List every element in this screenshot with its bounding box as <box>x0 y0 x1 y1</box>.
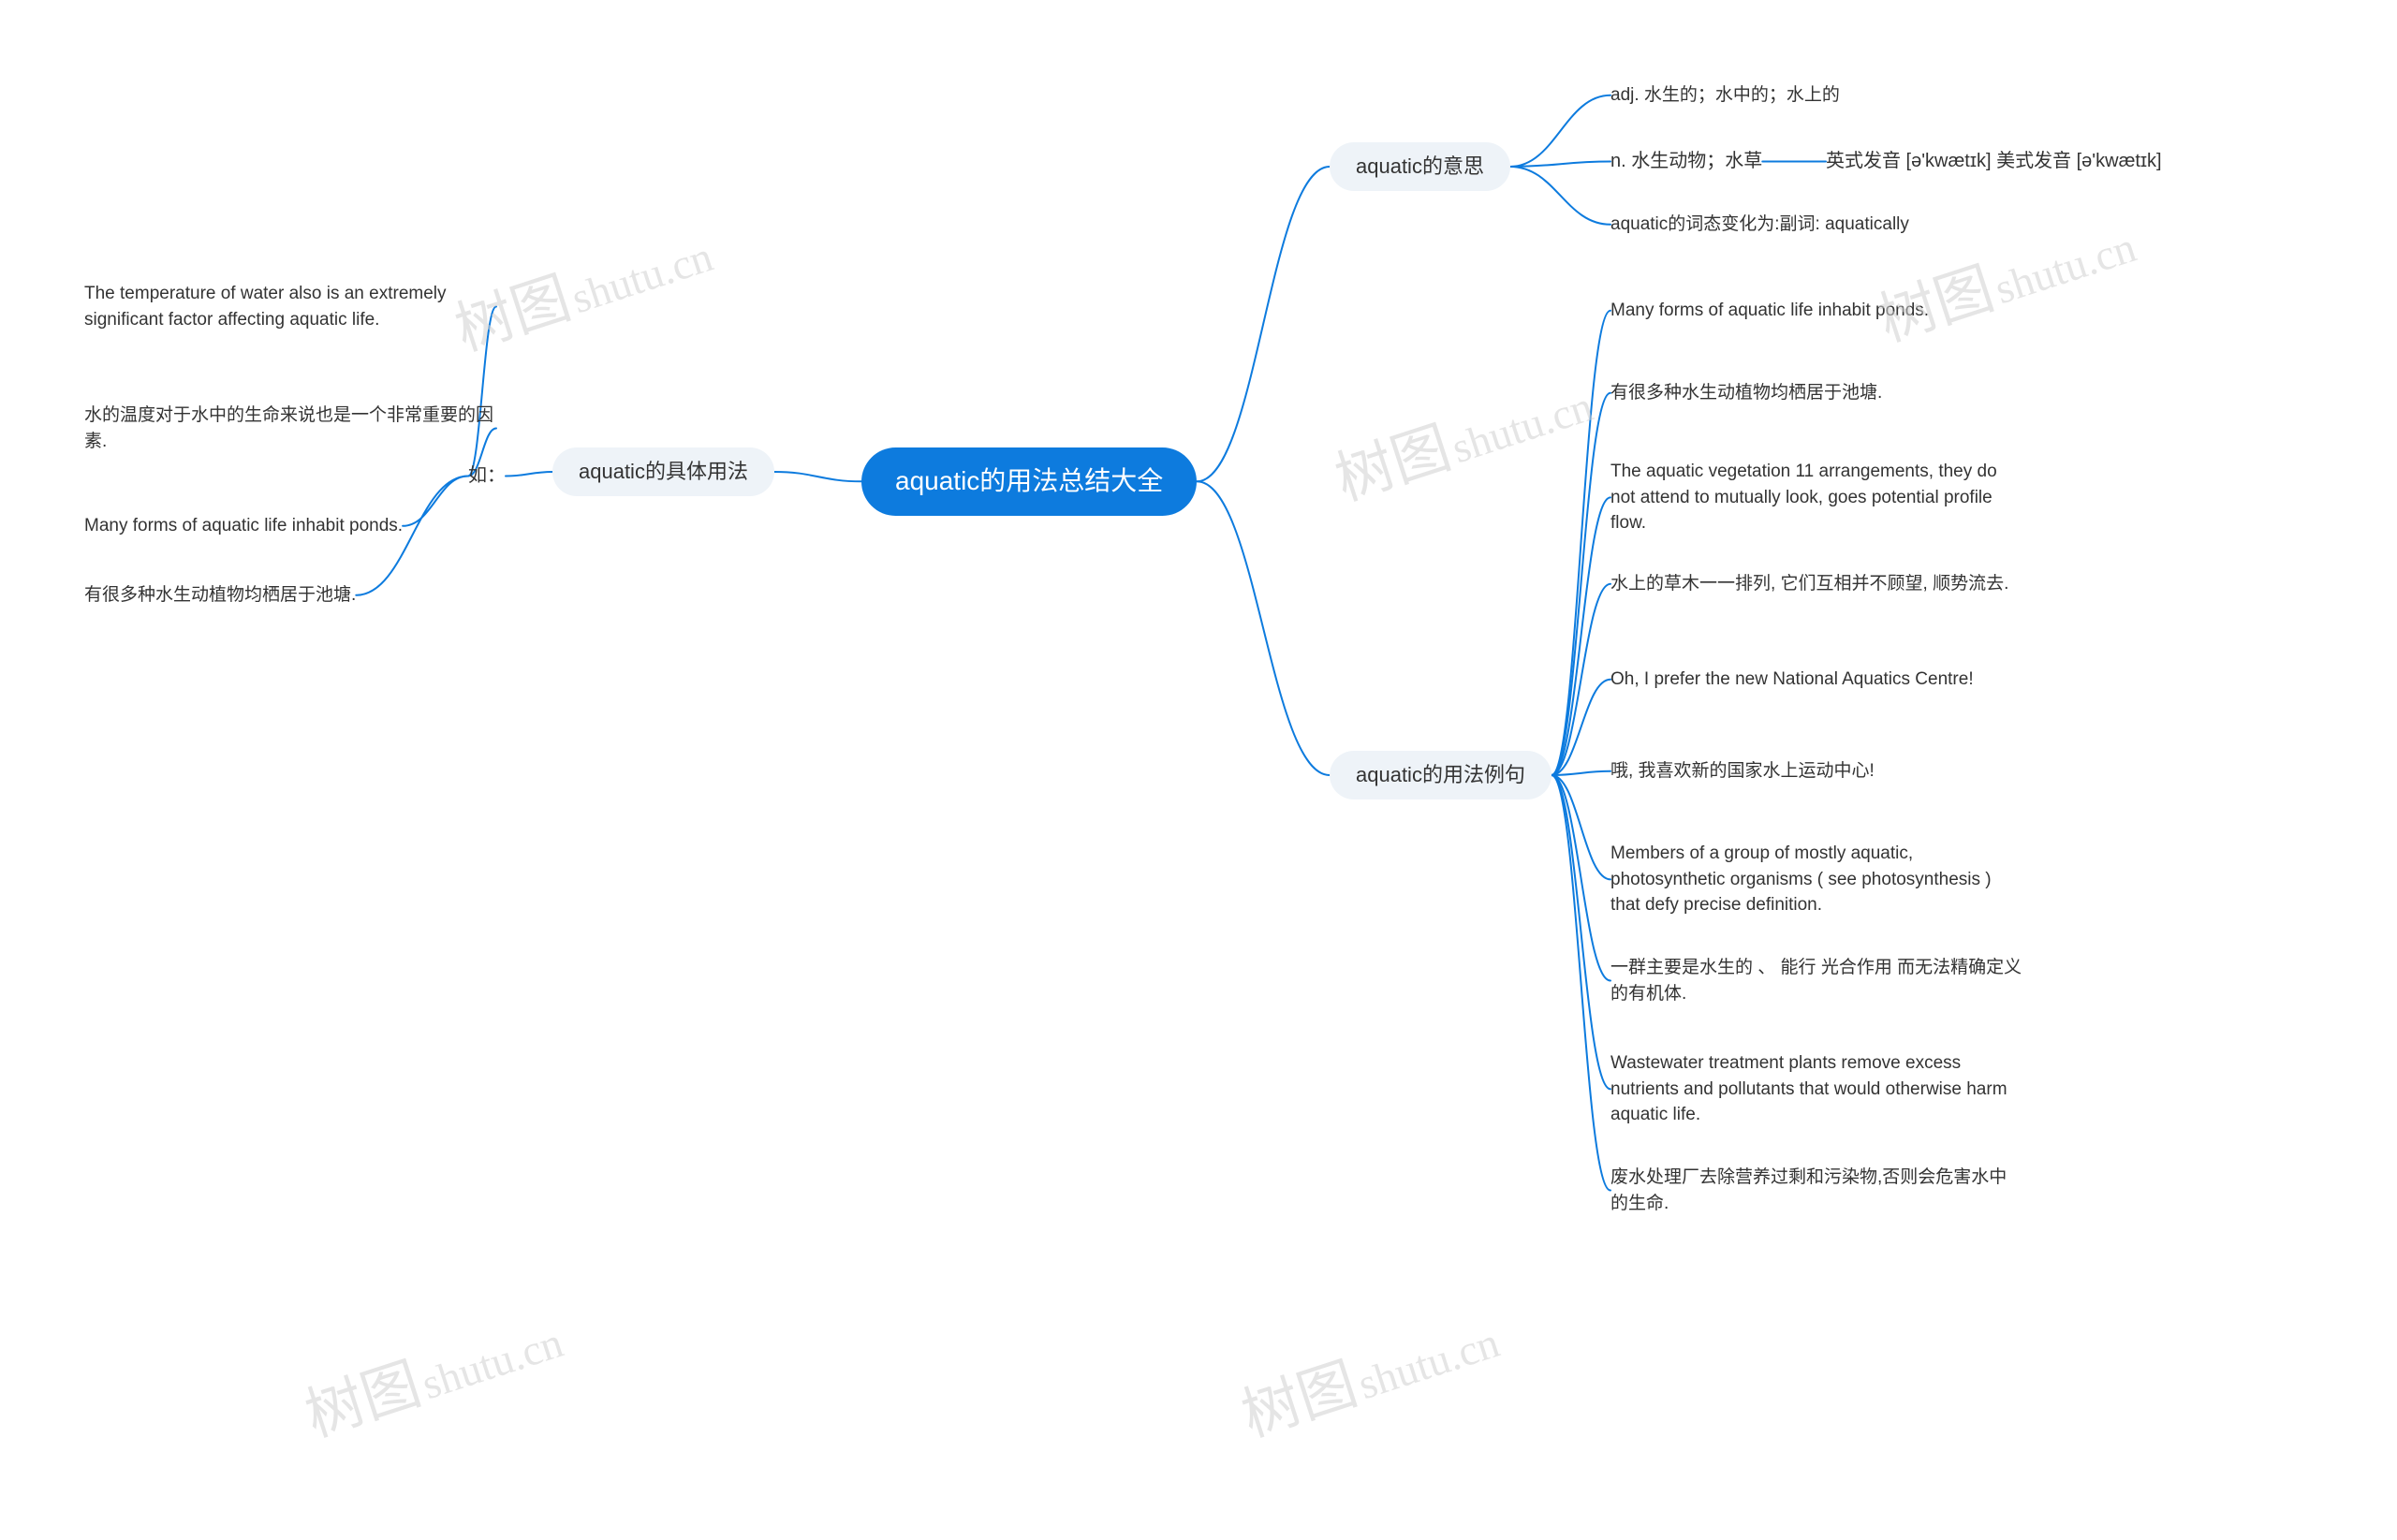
mindmap-canvas: aquatic的用法总结大全 aquatic的意思 aquatic的用法例句 a… <box>0 0 2397 1540</box>
leaf-meaning-form: aquatic的词态变化为:副词: aquatically <box>1610 212 1909 238</box>
root-node: aquatic的用法总结大全 <box>861 447 1197 516</box>
leaf-example-4: 水上的草木一一排列, 它们互相并不顾望, 顺势流去. <box>1610 571 2008 597</box>
leaf-usage-2: 水的温度对于水中的生命来说也是一个非常重要的因素. <box>84 403 496 454</box>
leaf-example-5: Oh, I prefer the new National Aquatics C… <box>1610 667 1974 693</box>
leaf-usage-3: Many forms of aquatic life inhabit ponds… <box>84 513 403 539</box>
leaf-example-3: The aquatic vegetation 11 arrangements, … <box>1610 459 2022 536</box>
watermark: 树图 shutu.cn <box>1323 355 1601 517</box>
leaf-example-6: 哦, 我喜欢新的国家水上运动中心! <box>1610 758 1875 785</box>
branch-examples: aquatic的用法例句 <box>1330 751 1551 799</box>
watermark: 树图 shutu.cn <box>293 1291 571 1453</box>
watermark: 树图 shutu.cn <box>1229 1291 1507 1453</box>
edge-layer <box>0 0 2397 1540</box>
leaf-usage-1: The temperature of water also is an extr… <box>84 281 496 332</box>
leaf-example-9: Wastewater treatment plants remove exces… <box>1610 1050 2022 1128</box>
leaf-example-1: Many forms of aquatic life inhabit ponds… <box>1610 298 1929 324</box>
leaf-usage-eg: 如： <box>468 462 506 490</box>
leaf-example-8: 一群主要是水生的 、 能行 光合作用 而无法精确定义的有机体. <box>1610 955 2022 1006</box>
leaf-example-2: 有很多种水生动植物均栖居于池塘. <box>1610 380 1882 406</box>
leaf-example-10: 废水处理厂去除营养过剩和污染物,否则会危害水中的生命. <box>1610 1165 2022 1216</box>
leaf-example-7: Members of a group of mostly aquatic, ph… <box>1610 841 2022 918</box>
leaf-meaning-noun: n. 水生动物；水草 <box>1610 148 1762 175</box>
branch-meaning: aquatic的意思 <box>1330 142 1510 191</box>
leaf-meaning-adj: adj. 水生的；水中的；水上的 <box>1610 82 1840 109</box>
branch-usage: aquatic的具体用法 <box>552 447 774 496</box>
leaf-usage-4: 有很多种水生动植物均栖居于池塘. <box>84 582 356 609</box>
leaf-meaning-pron: 英式发音 [ə'kwætɪk] 美式发音 [ə'kwætɪk] <box>1826 148 2162 175</box>
